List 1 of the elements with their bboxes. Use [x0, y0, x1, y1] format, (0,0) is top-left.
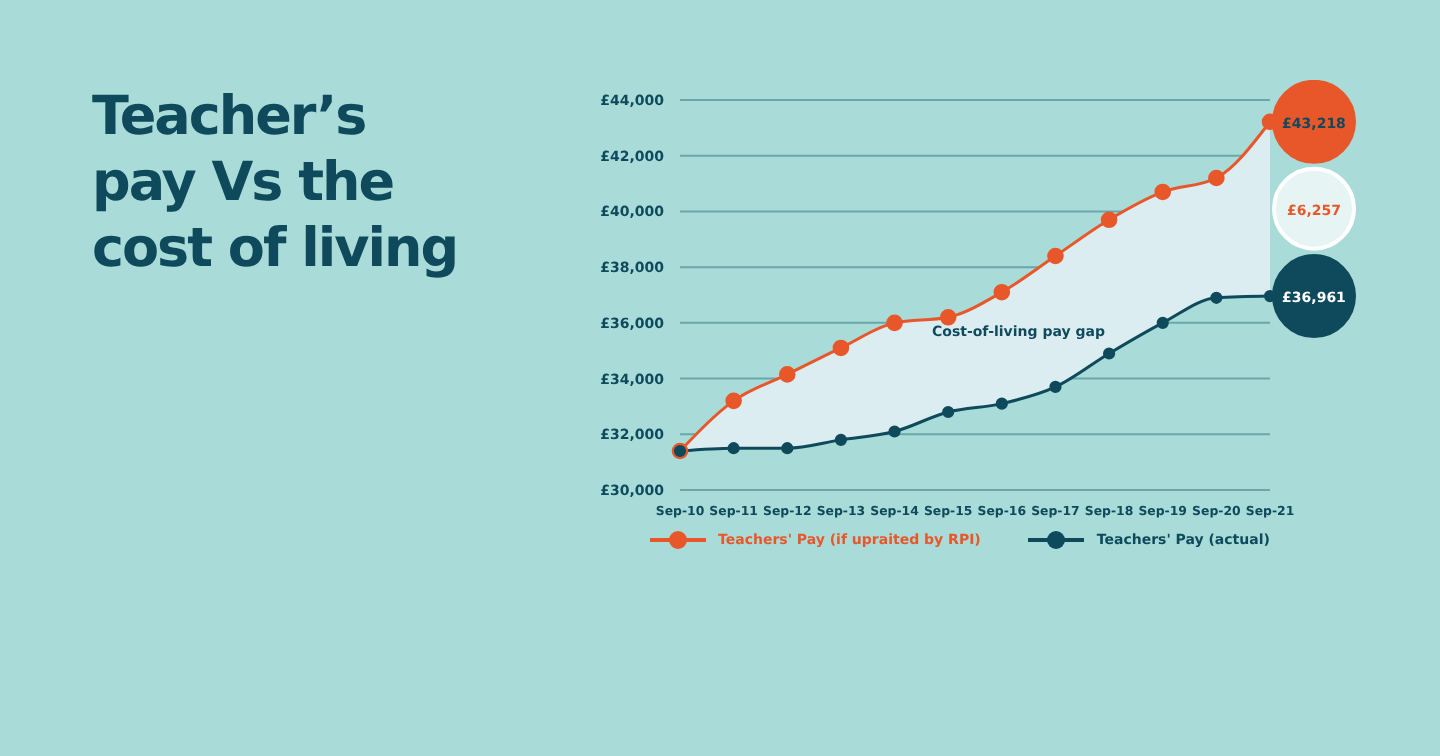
text: Teacher’s pay Vs the cost of living — [92, 84, 460, 282]
